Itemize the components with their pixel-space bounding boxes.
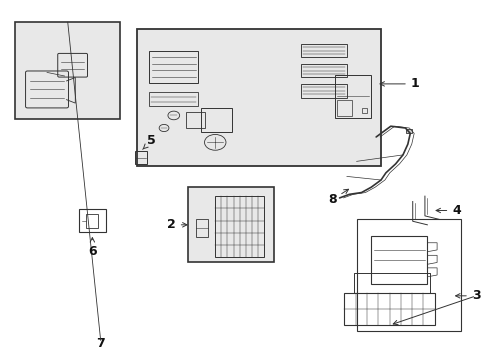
- Bar: [15, 22, 120, 119]
- Bar: [356, 220, 461, 330]
- Bar: [370, 235, 427, 284]
- Bar: [185, 112, 205, 128]
- Bar: [300, 64, 346, 77]
- Bar: [149, 51, 198, 83]
- Bar: [195, 220, 207, 237]
- Text: 8: 8: [327, 189, 348, 206]
- Bar: [188, 187, 273, 262]
- Text: 1: 1: [379, 77, 419, 90]
- Bar: [135, 151, 147, 164]
- Bar: [300, 44, 346, 57]
- Text: 7: 7: [96, 337, 105, 350]
- Bar: [149, 92, 198, 107]
- Text: 2: 2: [166, 218, 186, 231]
- Bar: [344, 293, 434, 325]
- Text: 5: 5: [142, 134, 156, 149]
- Bar: [336, 100, 351, 116]
- Text: 4: 4: [435, 204, 460, 217]
- Bar: [300, 84, 346, 98]
- Bar: [406, 129, 411, 134]
- Text: 6: 6: [88, 238, 97, 258]
- Bar: [361, 108, 366, 113]
- Text: 3: 3: [455, 289, 479, 302]
- Bar: [137, 30, 380, 166]
- Bar: [79, 209, 105, 232]
- Bar: [86, 214, 98, 228]
- Bar: [215, 196, 264, 257]
- Bar: [334, 75, 370, 118]
- Bar: [200, 108, 232, 132]
